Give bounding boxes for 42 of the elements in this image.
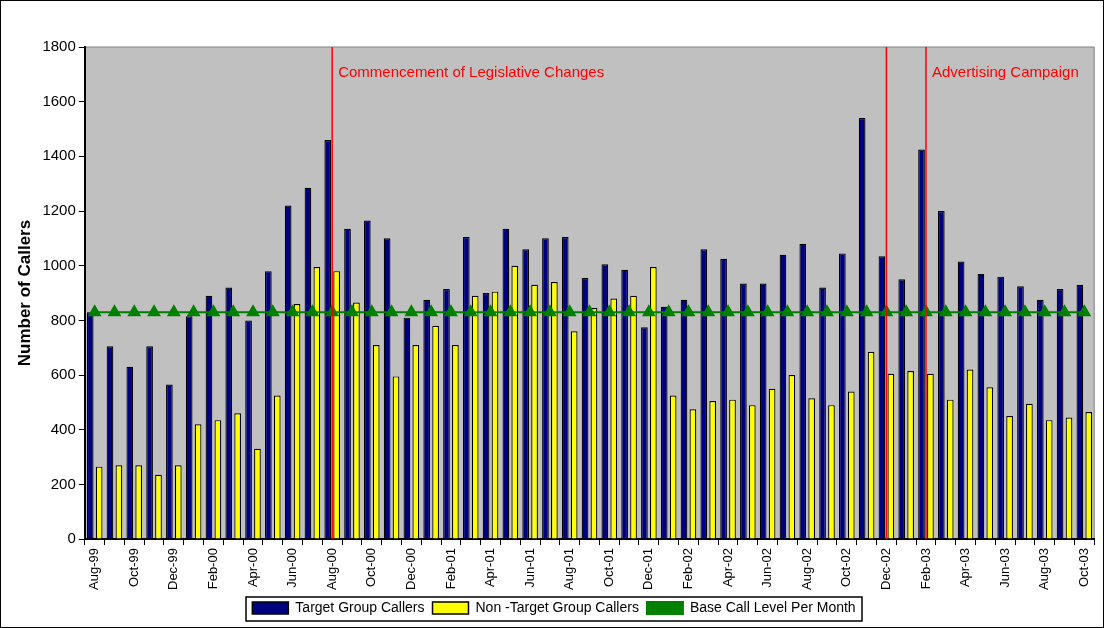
x-tick-label: Aug-99 <box>86 548 102 590</box>
y-tick-label: 0 <box>67 529 76 547</box>
x-tick-label: Aug-01 <box>561 548 577 590</box>
x-tick-label: Apr-03 <box>957 548 973 588</box>
x-tick-label: Jun-03 <box>996 548 1012 588</box>
x-tick-label: Oct-00 <box>363 548 379 588</box>
y-tick-label: 1200 <box>42 201 76 219</box>
x-tick-label: Apr-01 <box>482 548 498 588</box>
x-tick-label: Jun-01 <box>521 548 537 588</box>
x-tick-label: Feb-01 <box>442 548 458 590</box>
x-tick-label: Oct-99 <box>125 548 141 588</box>
x-tick-label: Aug-03 <box>1036 548 1052 590</box>
y-tick-label: 1000 <box>42 255 76 273</box>
x-tick-label: Oct-01 <box>600 548 616 588</box>
x-tick-label: Feb-02 <box>680 548 696 590</box>
y-tick-label: 200 <box>50 474 76 492</box>
x-tick-label: Apr-00 <box>244 548 260 588</box>
x-tick-label: Feb-00 <box>205 548 220 590</box>
x-tick-label: Dec-00 <box>402 548 418 590</box>
y-tick-label: 1400 <box>42 146 76 164</box>
y-tick-label: 1800 <box>42 37 76 55</box>
x-tick-label: Aug-02 <box>798 548 814 590</box>
x-tick-label: Dec-01 <box>640 548 656 590</box>
y-tick-label: 1600 <box>42 91 76 109</box>
legend-label: Base Call Level Per Month <box>689 598 856 615</box>
x-tick-label: Dec-02 <box>877 548 893 590</box>
x-tick-label: Jun-00 <box>284 548 300 588</box>
y-tick-label: 800 <box>50 310 76 328</box>
x-tick-label: Dec-99 <box>165 548 181 590</box>
legend-label: Non -Target Group Callers <box>475 598 639 615</box>
x-tick-label: Jun-02 <box>759 548 775 588</box>
x-tick-label: Apr-02 <box>719 548 735 588</box>
ref-line-label: Advertising Campaign <box>931 62 1079 80</box>
legend-label: Target Group Callers <box>295 598 425 615</box>
x-tick-label: Oct-03 <box>1075 548 1091 588</box>
x-tick-label: Feb-03 <box>917 548 933 590</box>
ref-line-label: Commencement of Legislative Changes <box>338 62 605 80</box>
x-tick-label: Oct-02 <box>838 548 854 588</box>
y-axis-title: Number of Callers <box>14 219 34 367</box>
y-tick-label: 600 <box>50 365 76 383</box>
x-tick-label: Aug-00 <box>323 548 339 590</box>
y-tick-label: 400 <box>50 419 76 437</box>
